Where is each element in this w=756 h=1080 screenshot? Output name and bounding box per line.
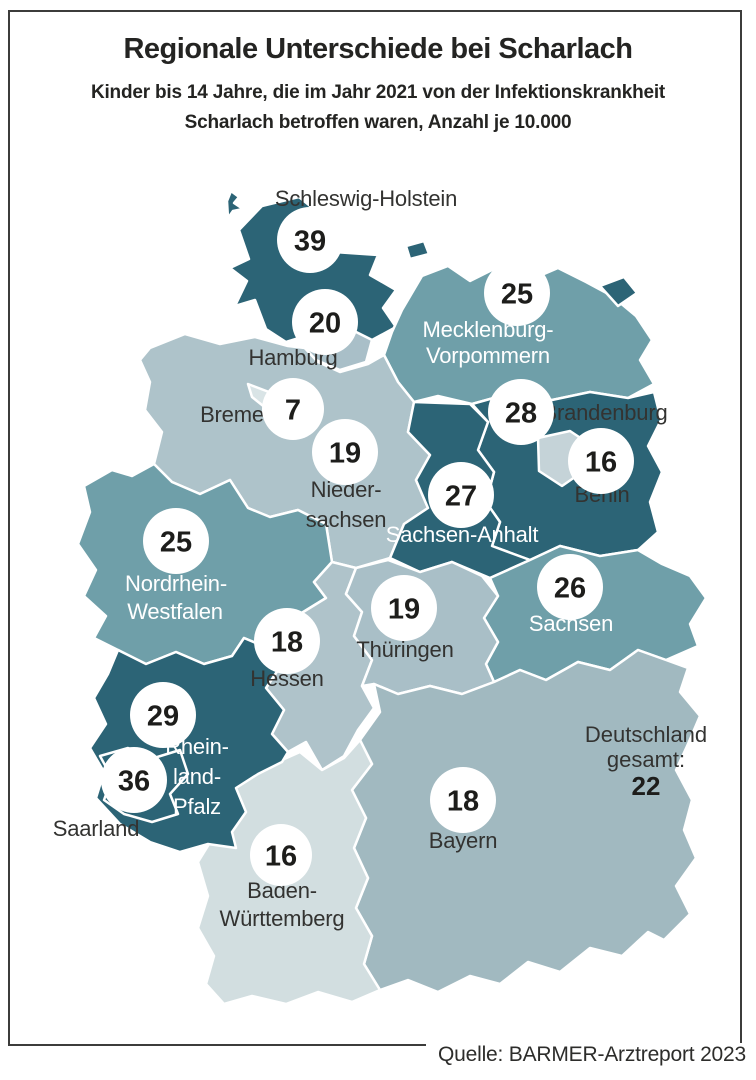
value-badge-sachsen-anhalt: 27 [428, 462, 494, 528]
badge-value: 28 [505, 397, 537, 429]
island-fehmarn [404, 239, 431, 261]
subtitle-line-1: Kinder bis 14 Jahre, die im Jahr 2021 vo… [90, 82, 666, 103]
badge-circle [537, 554, 603, 620]
label-line: Saarland [53, 816, 139, 841]
badge-circle [277, 207, 343, 273]
state-label-nordrhein-westfalen: Nordrhein- Westfalen [125, 571, 227, 624]
badge-circle [371, 575, 437, 641]
badge-value: 27 [445, 480, 477, 512]
value-badge-baden-wuerttemberg: 16 [250, 824, 312, 886]
badge-circle [262, 378, 324, 440]
value-badge-saarland: 36 [101, 747, 167, 813]
value-badge-bremen: 7 [262, 378, 324, 440]
badge-circle [254, 608, 320, 674]
state-label-rheinland-pfalz: Rhein-land-Pfalz [165, 734, 229, 819]
source-credit: Quelle: BARMER-Arztreport 2023 [426, 1043, 746, 1067]
badge-value: 19 [329, 437, 361, 469]
page-title: Regionale Unterschiede bei Scharlach [123, 33, 633, 65]
value-badge-niedersachsen: 19 [312, 419, 378, 485]
label-line: Schleswig-Holstein [275, 186, 457, 211]
value-badge-sachsen: 26 [537, 554, 603, 620]
label-line: sachsen [306, 507, 387, 532]
value-badge-berlin: 16 [568, 428, 634, 494]
state-label-saarland: Saarland [53, 816, 139, 841]
state-label-brandenburg: Brandenburg [542, 400, 667, 425]
value-badge-thueringen: 19 [371, 575, 437, 641]
value-badge-mecklenburg-vorpommern: 25 [484, 260, 550, 326]
badge-value: 25 [160, 526, 192, 558]
label-line: Nordrhein- [125, 571, 227, 596]
badge-value: 29 [147, 700, 179, 732]
label-line: land- [173, 764, 221, 789]
badge-value: 36 [118, 765, 150, 797]
state-shape-bayern [350, 648, 702, 994]
state-label-niedersachsen: Nieder-sachsen [306, 477, 387, 532]
label-line: Thüringen [356, 637, 453, 662]
state-label-baden-wuerttemberg: Baden-Württemberg [220, 878, 345, 931]
badge-circle [130, 682, 196, 748]
subtitle-line-2: Scharlach betroffen waren, Anzahl je 10.… [184, 112, 572, 133]
badge-value: 16 [265, 840, 297, 872]
state-label-schleswig-holstein: Schleswig-Holstein [275, 186, 457, 211]
badge-circle [250, 824, 312, 886]
badge-value: 20 [309, 307, 341, 339]
header: Regionale Unterschiede bei Scharlach Kin… [0, 0, 756, 138]
badge-value: 18 [447, 785, 479, 817]
badge-value: 18 [271, 626, 303, 658]
badge-circle [101, 747, 167, 813]
value-badge-brandenburg: 28 [488, 379, 554, 445]
badge-value: 26 [554, 572, 586, 604]
badge-circle [430, 767, 496, 833]
label-line: Brandenburg [542, 400, 667, 425]
value-badge-nordrhein-westfalen: 25 [143, 508, 209, 574]
state-label-thueringen: Thüringen [356, 637, 453, 662]
value-badge-schleswig-holstein: 39 [277, 207, 343, 273]
page-subtitle: Kinder bis 14 Jahre, die im Jahr 2021 vo… [0, 78, 756, 138]
badge-circle [312, 419, 378, 485]
badge-value: 16 [585, 446, 617, 478]
state-label-mecklenburg-vorpommern: Mecklenburg-Vorpommern [423, 317, 554, 368]
germany-total-label-line-2: gesamt: [607, 747, 685, 772]
island-northeast [598, 275, 639, 308]
value-badge-hamburg: 20 [292, 289, 358, 355]
badge-value: 25 [501, 278, 533, 310]
value-badge-rheinland-pfalz: 29 [130, 682, 196, 748]
badge-value: 7 [285, 394, 301, 426]
label-line: Württemberg [220, 906, 345, 931]
germany-total-value: 22 [632, 771, 661, 801]
label-line: Westfalen [127, 599, 223, 624]
germany-total: Deutschland gesamt: 22 [585, 722, 707, 801]
badge-circle [488, 379, 554, 445]
badge-circle [568, 428, 634, 494]
label-line: Pfalz [173, 794, 221, 819]
badge-circle [292, 289, 358, 355]
frame-border [8, 10, 742, 1046]
badge-circle [143, 508, 209, 574]
value-badge-hessen: 18 [254, 608, 320, 674]
value-badge-bayern: 18 [430, 767, 496, 833]
badge-circle [428, 462, 494, 528]
badge-value: 39 [294, 225, 326, 257]
label-line: Vorpommern [426, 343, 550, 368]
badge-circle [484, 260, 550, 326]
badge-value: 19 [388, 593, 420, 625]
germany-total-label-line-1: Deutschland [585, 722, 707, 747]
island-sylt [225, 189, 245, 220]
